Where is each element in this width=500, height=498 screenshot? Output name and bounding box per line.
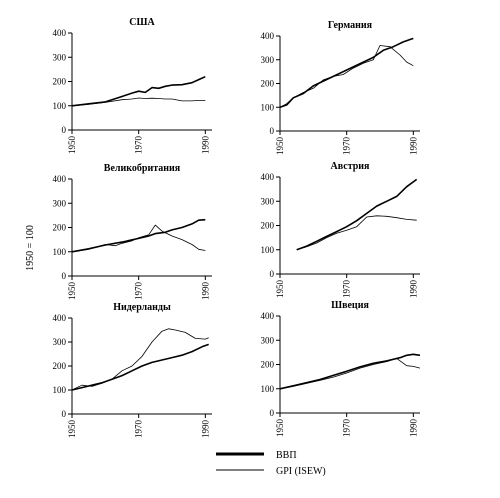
panel-title: Германия [328,20,373,31]
y-tick-label: 100 [261,245,275,255]
series-line-gpi [71,328,209,391]
y-tick-label: 100 [53,247,67,257]
y-tick-label: 400 [261,172,275,182]
y-tick-label: 300 [261,55,275,65]
x-tick-label: 1950 [67,420,77,439]
series-line-gdp [71,343,209,391]
y-tick-label: 100 [261,384,275,394]
x-tick-label: 1990 [408,419,418,438]
x-tick-label: 1970 [134,136,144,155]
y-tick-label: 0 [270,269,275,279]
y-tick-label: 200 [261,79,275,89]
panel-title: Австрия [331,161,371,172]
legend-gpi-label: GPI (ISEW) [276,466,326,477]
x-tick-label: 1950 [67,136,77,155]
y-tick-label: 300 [261,335,275,345]
series-line-gpi [279,45,414,108]
x-tick-label: 1950 [275,137,285,156]
x-tick-label: 1950 [275,280,285,299]
legend-gdp-label: ВВП [276,450,297,461]
x-tick-label: 1990 [200,420,210,439]
y-tick-label: 0 [62,125,67,135]
series-line-gdp [296,178,418,251]
chart-panel: Великобритания 0 100 200 300 400 1950 1970 1990 [53,163,212,301]
chart-panel: Швеция 0 100 200 300 400 1950 1970 1990 [261,300,421,437]
x-tick-label: 1970 [342,419,352,438]
x-tick-label: 1950 [275,419,285,438]
y-tick-label: 400 [261,31,275,41]
y-tick-label: 0 [270,126,275,136]
series-line-gdp [71,75,206,107]
chart-panel: Германия 0 100 200 300 400 1950 1970 1990 [261,20,420,156]
y-tick-label: 400 [53,313,67,323]
y-axis-label: 1950 = 100 [25,225,36,271]
y-tick-label: 300 [261,196,275,206]
y-tick-label: 100 [53,101,67,111]
x-tick-label: 1970 [134,420,144,439]
x-tick-label: 1990 [408,137,418,156]
y-tick-label: 0 [62,271,67,281]
chart-panel: США 0 100 200 300 400 1950 1970 1990 [53,17,212,155]
chart-panels: США 0 100 200 300 400 1950 1970 1990 Германия 0 100… [53,17,421,438]
x-tick-label: 1970 [342,280,352,299]
y-tick-label: 200 [53,77,67,87]
x-tick-label: 1950 [67,282,77,301]
panel-title: Нидерланды [113,302,171,313]
panel-title: Великобритания [104,163,181,174]
panel-title: США [129,17,155,28]
y-tick-label: 100 [53,385,67,395]
series-line-gdp [71,218,206,253]
series-line-gdp [279,353,421,390]
y-tick-label: 300 [53,198,67,208]
y-tick-label: 200 [261,221,275,231]
y-tick-label: 200 [53,361,67,371]
legend: ВВП GPI (ISEW) [216,450,326,477]
x-tick-label: 1970 [134,282,144,301]
y-tick-label: 100 [261,102,275,112]
y-tick-label: 0 [62,409,67,419]
y-tick-label: 400 [261,311,275,321]
chart-panel: Австрия 0 100 200 300 400 1950 1970 1990 [261,161,420,299]
y-tick-label: 200 [53,223,67,233]
y-tick-label: 400 [53,174,67,184]
panel-title: Швеция [331,300,369,311]
chart-panel: Нидерланды 0 100 200 300 400 1950 1970 1990 [53,302,212,439]
y-tick-label: 0 [270,408,275,418]
y-tick-label: 300 [53,337,67,347]
x-tick-label: 1970 [342,137,352,156]
x-tick-label: 1990 [408,280,418,299]
series-line-gdp [279,37,414,109]
y-tick-label: 200 [261,360,275,370]
y-tick-label: 300 [53,52,67,62]
series-line-gpi [279,357,421,390]
series-line-gpi [296,215,417,251]
y-tick-label: 400 [53,28,67,38]
series-line-gpi [71,97,206,107]
x-tick-label: 1990 [200,282,210,301]
x-tick-label: 1990 [200,136,210,155]
series-line-gpi [71,224,206,253]
